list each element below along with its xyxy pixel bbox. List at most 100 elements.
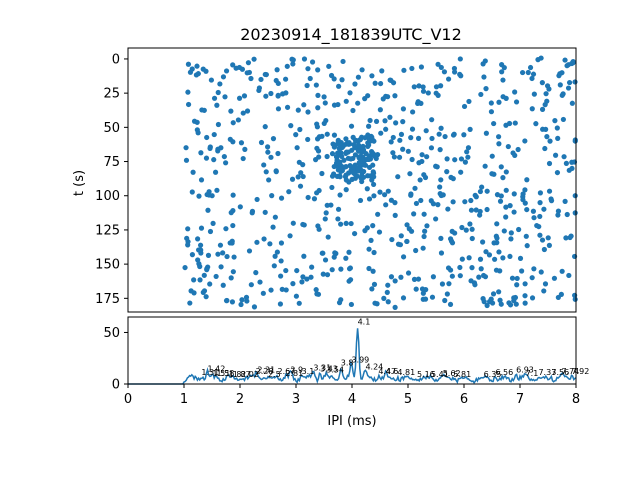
scatter-point bbox=[258, 76, 264, 83]
scatter-point bbox=[554, 125, 560, 131]
scatter-point bbox=[400, 295, 407, 301]
scatter-point bbox=[347, 90, 353, 96]
histogram-x-tick-label: 6 bbox=[460, 392, 468, 407]
scatter-frame bbox=[127, 47, 577, 313]
scatter-point bbox=[275, 93, 281, 99]
scatter-point bbox=[270, 224, 276, 230]
scatter-point bbox=[496, 289, 502, 295]
scatter-point bbox=[364, 186, 370, 192]
scatter-point bbox=[322, 100, 328, 106]
scatter-point bbox=[445, 206, 451, 212]
histogram-peak-label: 1.8 bbox=[229, 370, 242, 379]
scatter-point bbox=[447, 301, 454, 308]
scatter-point bbox=[374, 301, 380, 307]
scatter-point bbox=[313, 82, 319, 88]
scatter-point bbox=[503, 187, 509, 193]
scatter-point bbox=[240, 110, 246, 116]
scatter-point bbox=[237, 204, 243, 210]
histogram-peak-label: 2.67 bbox=[278, 367, 296, 376]
scatter-point bbox=[236, 95, 243, 101]
scatter-point bbox=[377, 189, 383, 195]
histogram-peak-label: 5.16 bbox=[417, 370, 435, 379]
scatter-point bbox=[397, 137, 403, 143]
scatter-point bbox=[240, 155, 246, 162]
scatter-point bbox=[340, 58, 346, 65]
scatter-point bbox=[411, 276, 418, 282]
scatter-point bbox=[183, 145, 189, 151]
scatter-point bbox=[405, 148, 411, 154]
scatter-point bbox=[421, 172, 427, 178]
scatter-point bbox=[555, 294, 561, 301]
scatter-point bbox=[338, 297, 344, 303]
scatter-point bbox=[483, 249, 489, 255]
scatter-point bbox=[392, 200, 398, 206]
scatter-point bbox=[543, 91, 549, 97]
scatter-point bbox=[508, 236, 514, 242]
scatter-point bbox=[500, 175, 506, 181]
scatter-point bbox=[568, 233, 574, 239]
scatter-point bbox=[228, 108, 234, 114]
scatter-point bbox=[430, 274, 436, 280]
histogram-peak-label: 1.58 bbox=[216, 369, 234, 378]
scatter-point bbox=[367, 156, 374, 162]
histogram-peak-label: 2.9 bbox=[290, 366, 303, 375]
scatter-point bbox=[321, 94, 327, 100]
scatter-point bbox=[203, 68, 209, 74]
scatter-point bbox=[194, 63, 200, 69]
scatter-point bbox=[210, 220, 216, 226]
scatter-point bbox=[190, 169, 196, 175]
scatter-point bbox=[522, 293, 528, 299]
scatter-point bbox=[527, 64, 534, 71]
scatter-point bbox=[442, 133, 448, 140]
scatter-point bbox=[283, 287, 289, 293]
scatter-point bbox=[336, 160, 343, 167]
scatter-point bbox=[299, 279, 305, 285]
scatter-point bbox=[494, 221, 500, 227]
histogram-x-tick-label: 4 bbox=[348, 392, 356, 407]
scatter-point bbox=[569, 165, 575, 172]
scatter-point bbox=[462, 199, 468, 205]
scatter-point bbox=[511, 298, 517, 304]
scatter-point bbox=[263, 93, 269, 99]
scatter-point bbox=[375, 211, 381, 217]
scatter-point bbox=[534, 222, 540, 229]
scatter-point bbox=[366, 246, 372, 252]
scatter-point bbox=[243, 294, 250, 300]
scatter-point bbox=[415, 276, 422, 282]
scatter-point bbox=[296, 300, 302, 306]
scatter-point bbox=[489, 153, 495, 159]
histogram-peak-label: 3.99 bbox=[351, 355, 369, 364]
scatter-point bbox=[201, 107, 207, 113]
scatter-point bbox=[438, 177, 444, 183]
scatter-point bbox=[546, 188, 553, 194]
scatter-point bbox=[376, 229, 383, 235]
scatter-point bbox=[268, 287, 274, 293]
scatter-point bbox=[362, 135, 368, 141]
scatter-point bbox=[385, 282, 391, 288]
scatter-point bbox=[563, 160, 569, 166]
scatter-point bbox=[422, 296, 429, 302]
scatter-point bbox=[572, 210, 578, 216]
histogram-peak-label: 5.62 bbox=[443, 369, 461, 378]
scatter-point bbox=[287, 233, 293, 239]
scatter-point bbox=[215, 89, 221, 96]
scatter-point bbox=[435, 92, 441, 98]
scatter-point bbox=[215, 121, 222, 128]
scatter-point bbox=[498, 164, 504, 170]
histogram-peak-label: 3.1 bbox=[302, 367, 315, 376]
scatter-point bbox=[537, 213, 543, 220]
scatter-point bbox=[513, 99, 520, 105]
scatter-point bbox=[542, 145, 548, 152]
scatter-point bbox=[551, 275, 558, 281]
scatter-point bbox=[267, 241, 273, 247]
scatter-point bbox=[360, 147, 367, 153]
scatter-point bbox=[346, 140, 352, 146]
scatter-point bbox=[514, 275, 520, 282]
scatter-panel: 0 25 50 75 100 125 150 175 t (s) bbox=[72, 47, 578, 313]
scatter-point bbox=[283, 90, 289, 96]
scatter-point bbox=[391, 154, 397, 160]
scatter-point bbox=[523, 233, 529, 239]
scatter-point bbox=[511, 209, 517, 215]
scatter-point bbox=[548, 198, 555, 204]
histogram-x-ticks: 0 1 2 3 4 5 6 7 8 bbox=[124, 384, 580, 407]
